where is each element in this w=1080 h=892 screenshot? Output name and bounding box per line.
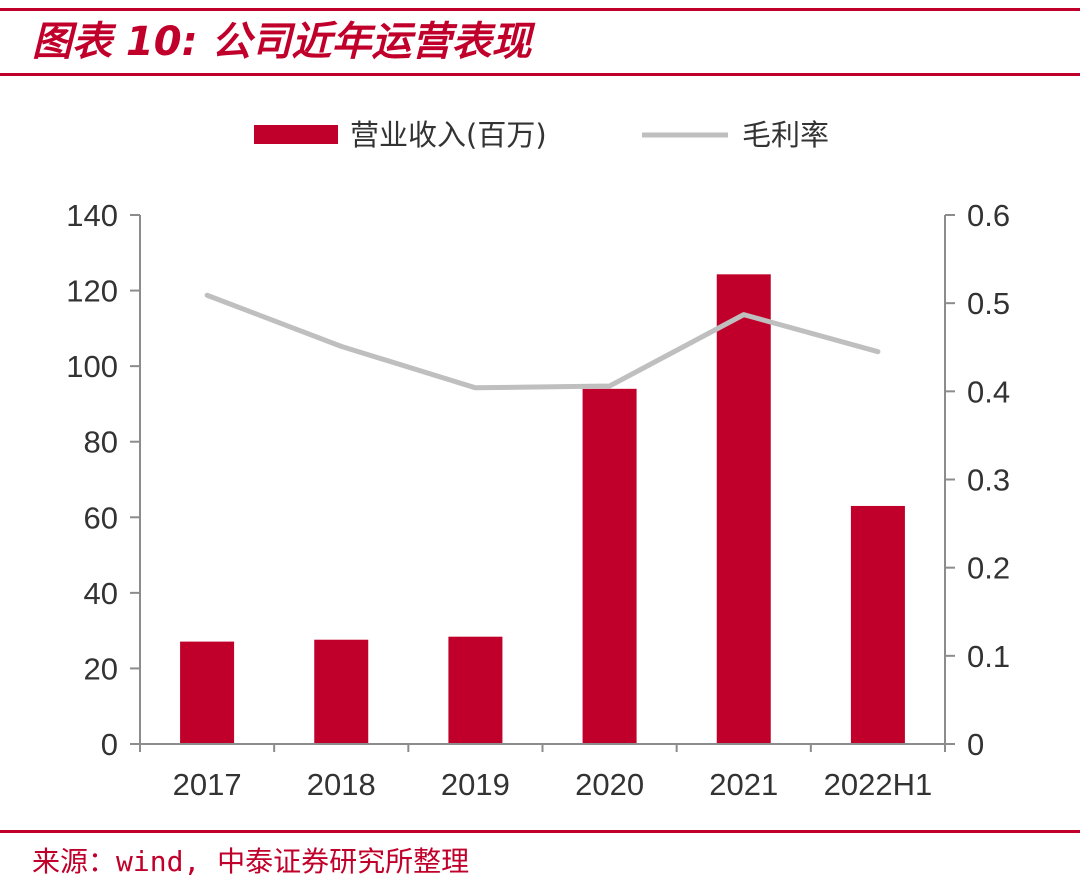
bar-2020 <box>582 388 637 744</box>
legend-line-label: 毛利率 <box>742 118 829 152</box>
source-note: 来源：wind, 中泰证券研究所整理 <box>32 845 470 878</box>
right-tick-label: 0.4 <box>967 374 1010 409</box>
bars-group <box>180 274 905 744</box>
left-tick-label: 80 <box>84 425 118 460</box>
axes-group <box>130 214 955 752</box>
x-tick-label: 2018 <box>307 767 376 802</box>
bar-2018 <box>314 639 369 744</box>
right-tick-label: 0.3 <box>967 463 1010 498</box>
left-tick-label: 100 <box>66 349 118 384</box>
gross-margin-line <box>204 292 881 391</box>
legend-bar-swatch <box>254 125 338 144</box>
margin-line-group <box>204 292 881 391</box>
tick-labels-group: 0 20 40 60 80 100 120 140 0 0.1 0.2 0.3 0.4 0.5 0.6 201… <box>66 198 1010 802</box>
right-tick-label: 0.2 <box>967 551 1010 586</box>
bar-2022H1 <box>850 505 905 744</box>
right-tick-label: 0.1 <box>967 639 1010 674</box>
left-tick-label: 0 <box>101 727 118 762</box>
title-rule <box>0 73 1080 76</box>
combo-chart: 营业收入(百万) 毛利率 0 20 40 60 80 100 120 140 0 0.1 0.2 0.… <box>66 118 1010 802</box>
left-tick-label: 140 <box>66 198 118 233</box>
right-tick-label: 0 <box>967 727 984 762</box>
x-tick-label: 2021 <box>709 767 778 802</box>
bar-2019 <box>448 636 503 744</box>
bar-2017 <box>180 641 235 744</box>
x-tick-label: 2019 <box>441 767 510 802</box>
bar-2021 <box>716 274 771 744</box>
right-tick-label: 0.6 <box>967 198 1010 233</box>
x-tick-label: 2022H1 <box>824 767 933 802</box>
chart-title: 图表 10: 公司近年运营表现 <box>32 19 532 65</box>
right-tick-label: 0.5 <box>967 286 1010 321</box>
top-rule <box>0 8 1080 11</box>
left-tick-label: 40 <box>84 576 118 611</box>
left-tick-label: 20 <box>84 651 118 686</box>
x-tick-label: 2020 <box>575 767 644 802</box>
left-tick-label: 60 <box>84 500 118 535</box>
legend-bar-label: 营业收入(百万) <box>350 118 547 152</box>
x-tick-label: 2017 <box>173 767 242 802</box>
bottom-rule <box>0 830 1080 833</box>
left-tick-label: 120 <box>66 274 118 309</box>
